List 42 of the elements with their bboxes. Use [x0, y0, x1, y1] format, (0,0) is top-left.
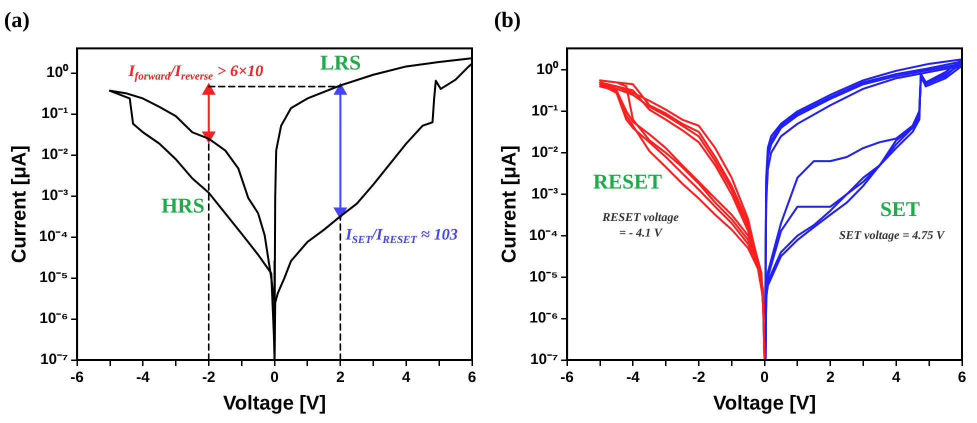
chart-title: (a) [4, 6, 30, 32]
y-tick-label: 10⁻⁷ [40, 351, 68, 368]
y-tick-label: 10⁻³ [41, 187, 68, 204]
x-tick-label: 4 [402, 369, 412, 386]
annotation: RESET [593, 170, 662, 194]
y-tick-label: 10⁻¹ [531, 102, 558, 120]
y-tick-label: 10⁻⁴ [528, 226, 558, 244]
annotation: RESET voltage = - 4.1 V [601, 210, 680, 240]
annotation: LRS [320, 50, 361, 74]
x-tick-label: 4 [892, 369, 902, 386]
x-tick-label: 6 [958, 369, 966, 386]
chart-title: (b) [494, 6, 521, 32]
annotation: SET [880, 196, 920, 221]
x-tick-label: 2 [826, 369, 835, 386]
x-axis-title: Voltage [V] [713, 392, 816, 415]
y-tick-label: 10⁻⁶ [40, 310, 68, 328]
x-tick-label: 0 [760, 369, 769, 386]
y-tick-label: 10⁰ [46, 63, 70, 82]
x-tick-label: -6 [560, 369, 574, 386]
y-axis-title: Current [μA] [8, 145, 31, 264]
x-tick-label: -4 [136, 369, 150, 386]
x-tick-label: -2 [692, 369, 706, 386]
y-tick-label: 10⁻⁶ [530, 310, 558, 327]
y-tick-label: 10⁻⁷ [530, 351, 558, 368]
y-tick-label: 10⁻² [531, 144, 558, 161]
y-tick-label: 10⁻¹ [41, 105, 68, 122]
annotation: HRS [161, 194, 205, 218]
y-tick-label: 10⁻⁵ [39, 269, 68, 286]
y-tick-label: 10⁻⁵ [529, 268, 558, 286]
y-tick-label: 10⁻² [41, 146, 68, 164]
x-tick-label: -4 [626, 369, 640, 386]
y-axis-title: Current [μA] [498, 145, 521, 264]
x-tick-label: -6 [70, 369, 84, 386]
x-tick-label: -2 [202, 369, 216, 386]
x-tick-label: 0 [270, 369, 279, 386]
x-axis-title: Voltage [V] [223, 392, 326, 415]
x-tick-label: 6 [468, 369, 476, 386]
annotation: SET voltage = 4.75 V [839, 228, 946, 242]
y-tick-label: 10⁻³ [531, 185, 558, 202]
y-tick-label: 10⁻⁴ [38, 228, 68, 246]
x-tick-label: 2 [336, 369, 345, 386]
y-tick-label: 10⁰ [536, 60, 560, 78]
